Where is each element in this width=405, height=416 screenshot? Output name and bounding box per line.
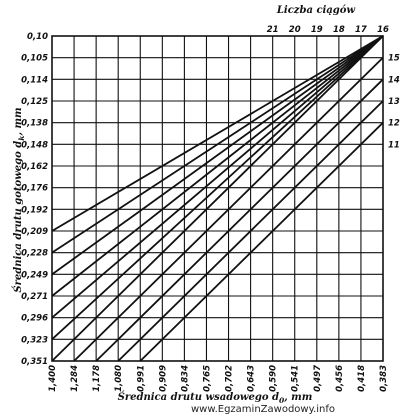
y-tick-label: 0,249 <box>21 270 48 280</box>
right-tick-label: 15 <box>388 54 400 64</box>
right-tick-labels: 15 14 13 12 11 <box>388 54 400 151</box>
grid <box>52 36 383 361</box>
y-tick-label: 0,209 <box>21 227 48 237</box>
drawing-line-11 <box>139 122 384 362</box>
x-tick-label: 0,991 <box>136 365 146 392</box>
x-tick-label: 0,590 <box>269 365 279 392</box>
x-tick-label: 1,080 <box>114 365 124 392</box>
x-tick-label: 0,834 <box>180 365 190 392</box>
drawing-count-lines <box>51 35 384 362</box>
drawing-line-13 <box>95 78 384 362</box>
x-tick-label: 0,383 <box>379 365 389 392</box>
y-tick-label: 0,323 <box>21 335 48 345</box>
y-tick-labels: 0,10 0,105 0,114 0,125 0,138 0,148 0,162 0,176 0… <box>21 32 48 367</box>
drawing-line-15 <box>51 35 384 362</box>
top-tick-label: 21 <box>267 25 279 35</box>
y-tick-label: 0,138 <box>21 119 48 129</box>
y-tick-label: 0,125 <box>21 97 48 107</box>
y-tick-label: 0,192 <box>21 205 48 215</box>
drawing-line-18 <box>51 35 384 297</box>
y-tick-label: 0,162 <box>21 162 48 172</box>
drawing-line-20 <box>51 35 384 254</box>
right-tick-label: 11 <box>388 140 400 150</box>
y-tick-label: 0,10 <box>27 32 48 42</box>
x-tick-label: 0,541 <box>291 365 301 392</box>
top-tick-label: 19 <box>311 25 323 35</box>
y-axis-title: Średnica drutu gotowego dk, mm <box>12 107 26 292</box>
top-tick-label: 20 <box>289 25 301 35</box>
plot-frame <box>51 35 384 362</box>
right-tick-label: 13 <box>388 97 400 107</box>
x-axis-title: Średnica drutu wsadowego d0, mm <box>118 391 313 405</box>
right-tick-label: 14 <box>388 75 400 85</box>
drawing-line-12 <box>117 100 384 362</box>
watermark-text: www.EgzaminZawodowy.info <box>191 404 335 415</box>
y-tick-label: 0,228 <box>21 249 48 259</box>
y-tick-label: 0,176 <box>21 184 48 194</box>
y-tick-label: 0,148 <box>21 140 48 150</box>
drawing-line-16 <box>51 35 384 340</box>
x-tick-label: 1,284 <box>70 365 80 392</box>
y-tick-label: 0,296 <box>21 314 48 324</box>
top-tick-labels: 21 20 19 18 17 16 <box>267 25 389 35</box>
x-tick-label: 1,178 <box>92 365 102 392</box>
x-tick-label: 1,400 <box>48 365 58 392</box>
drawing-line-17 <box>51 35 384 319</box>
drawing-line-19 <box>51 35 384 276</box>
y-tick-label: 0,271 <box>21 292 48 302</box>
x-tick-labels: 1,400 1,284 1,178 1,080 0,991 0,909 0,834 0,765… <box>48 365 389 392</box>
top-tick-label: 16 <box>377 25 389 35</box>
y-tick-label: 0,105 <box>21 54 48 64</box>
y-tick-label: 0,114 <box>21 75 48 85</box>
top-tick-label: 17 <box>355 25 367 35</box>
x-tick-label: 0,702 <box>225 365 235 392</box>
x-tick-label: 0,456 <box>335 365 345 392</box>
right-tick-label: 12 <box>388 119 400 129</box>
x-tick-label: 0,643 <box>247 365 257 392</box>
drawing-line-14 <box>73 57 384 362</box>
drawing-line-21 <box>51 35 384 232</box>
y-tick-label: 0,351 <box>21 357 48 367</box>
top-axis-label: Liczba ciągów <box>276 5 356 16</box>
x-tick-label: 0,418 <box>357 365 367 392</box>
x-tick-label: 0,497 <box>313 365 323 392</box>
top-tick-label: 18 <box>333 25 345 35</box>
x-tick-label: 0,909 <box>158 365 168 392</box>
x-tick-label: 0,765 <box>202 365 212 392</box>
